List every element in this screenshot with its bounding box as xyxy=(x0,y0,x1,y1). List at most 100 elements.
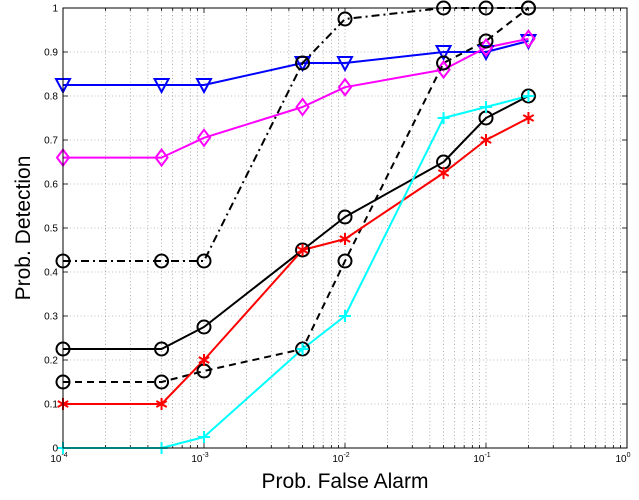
data-point xyxy=(295,97,310,117)
diamond-marker xyxy=(521,29,536,49)
circle-marker xyxy=(154,253,170,269)
plus-marker xyxy=(296,343,309,355)
asterisk-marker xyxy=(339,233,351,245)
data-point xyxy=(337,77,353,97)
diamond-marker xyxy=(295,97,310,117)
circle-marker xyxy=(520,88,536,104)
data-point xyxy=(336,56,354,73)
plus-marker xyxy=(437,112,450,124)
triangle-marker xyxy=(434,45,453,62)
triangle-marker xyxy=(152,78,171,95)
data-point xyxy=(437,167,450,179)
y-tick-label: 0.4 xyxy=(44,268,58,279)
circle-marker xyxy=(196,319,212,335)
y-tick-label: 0.6 xyxy=(44,180,58,191)
x-tick-label: 100 xyxy=(615,452,630,465)
data-point xyxy=(436,55,452,71)
data-point xyxy=(198,354,210,366)
data-point xyxy=(296,244,309,256)
data-point xyxy=(522,90,535,102)
series-line-6 xyxy=(63,117,529,405)
y-tick-label: 0 xyxy=(52,444,58,455)
data-point xyxy=(196,128,212,148)
x-axis-label: Prob. False Alarm xyxy=(262,470,429,493)
asterisk-marker xyxy=(296,244,309,256)
circle-marker xyxy=(478,33,494,49)
circle-marker xyxy=(154,374,170,390)
data-point xyxy=(521,29,536,49)
data-point xyxy=(196,319,212,335)
marker-layer xyxy=(54,0,538,454)
y-tick-label: 0.2 xyxy=(44,356,58,367)
data-point xyxy=(295,242,311,258)
series-line-4 xyxy=(63,95,529,350)
data-point xyxy=(295,55,311,71)
data-point xyxy=(296,343,309,355)
series-line-2 xyxy=(63,37,529,159)
x-tick-label: 10-2 xyxy=(332,452,349,465)
y-tick-labels: 0 0.1 0.2 0.3 0.4 0.5 0.6 0.7 0.8 0.9 1 xyxy=(44,4,58,455)
asterisk-marker xyxy=(155,398,168,410)
data-point xyxy=(195,78,213,95)
data-point xyxy=(155,398,168,410)
y-tick-label: 0.5 xyxy=(44,224,58,235)
data-point xyxy=(480,134,492,146)
data-point xyxy=(478,33,494,49)
series-line-5 xyxy=(63,7,530,383)
data-point xyxy=(198,431,210,443)
data-point xyxy=(196,253,212,269)
plus-marker xyxy=(198,431,210,443)
circle-marker xyxy=(295,341,311,357)
data-point xyxy=(295,341,311,357)
plot-frame xyxy=(62,7,628,449)
data-point xyxy=(520,88,536,104)
y-tick-label: 0.7 xyxy=(44,136,58,147)
y-tick-label: 1 xyxy=(52,4,58,15)
series-line-7 xyxy=(63,95,529,449)
data-point xyxy=(480,101,492,113)
data-point xyxy=(437,112,450,124)
y-tick-label: 0.9 xyxy=(44,48,58,59)
x-tick-label: 10-3 xyxy=(191,452,208,465)
data-point xyxy=(152,78,171,95)
circle-marker xyxy=(337,253,353,269)
data-point xyxy=(522,112,535,124)
asterisk-marker xyxy=(198,354,210,366)
data-point xyxy=(154,341,170,357)
plus-marker xyxy=(522,90,535,102)
data-point xyxy=(339,233,351,245)
diamond-marker xyxy=(196,128,212,148)
x-tick-labels: 10-4 10-3 10-2 10-1 100 xyxy=(50,452,630,465)
circle-marker xyxy=(295,55,311,71)
series-line-3 xyxy=(63,7,529,262)
circle-marker xyxy=(337,209,353,225)
y-axis-label: Prob. Detection xyxy=(12,156,35,301)
circle-marker xyxy=(295,242,311,258)
data-point xyxy=(337,209,353,225)
data-point xyxy=(154,253,170,269)
diamond-marker xyxy=(337,77,353,97)
diamond-marker xyxy=(154,147,169,168)
triangle-marker xyxy=(336,56,354,73)
circle-marker xyxy=(154,341,170,357)
y-tick-label: 0.1 xyxy=(44,400,58,411)
circle-marker xyxy=(436,55,452,71)
data-point xyxy=(337,253,353,269)
circle-marker xyxy=(337,11,353,27)
y-tick-label: 0.8 xyxy=(44,92,58,103)
data-point xyxy=(154,147,169,168)
data-point xyxy=(154,374,170,390)
data-point xyxy=(434,45,453,62)
circle-marker xyxy=(196,253,212,269)
plus-marker xyxy=(480,101,492,113)
y-tick-label: 0.3 xyxy=(44,312,58,323)
data-point xyxy=(337,11,353,27)
asterisk-marker xyxy=(480,134,492,146)
plus-marker xyxy=(339,310,351,322)
x-tick-label: 10-4 xyxy=(50,452,67,465)
asterisk-marker xyxy=(522,112,535,124)
data-point xyxy=(339,310,351,322)
x-tick-label: 10-1 xyxy=(473,452,490,465)
